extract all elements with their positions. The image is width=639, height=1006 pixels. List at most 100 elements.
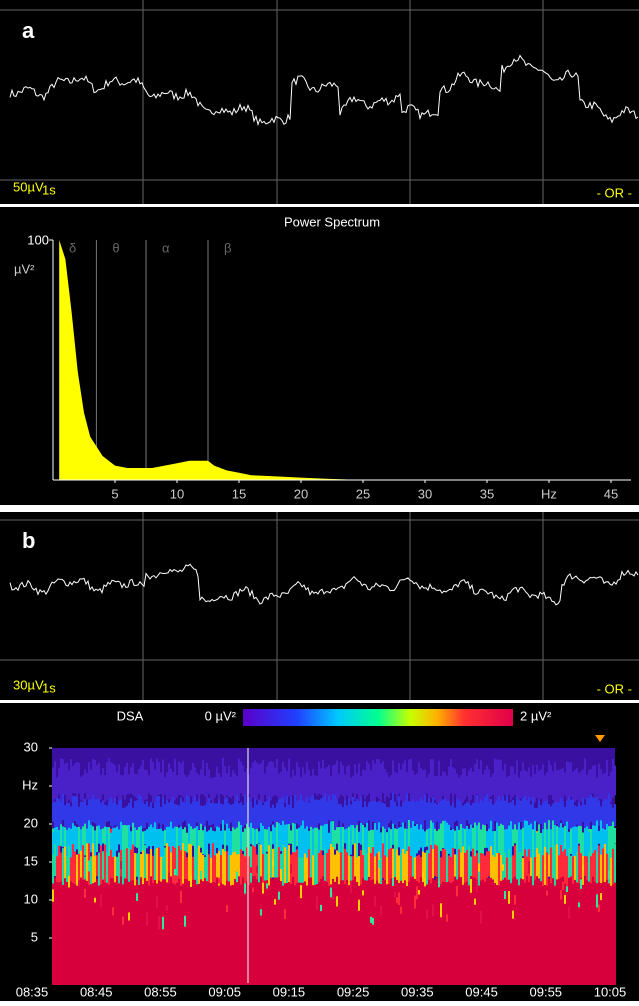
dsa-cell bbox=[456, 826, 458, 855]
dsa-cell bbox=[328, 875, 330, 985]
dsa-cell bbox=[132, 763, 134, 796]
dsa-cell bbox=[72, 795, 74, 824]
dsa-cell bbox=[88, 762, 90, 800]
dsa-cell bbox=[316, 799, 318, 828]
dsa-cell bbox=[276, 875, 278, 985]
dsa-cell bbox=[386, 772, 388, 797]
dsa-cell bbox=[232, 879, 234, 985]
time-scale: 1s bbox=[42, 680, 56, 695]
dsa-cell bbox=[420, 871, 422, 985]
dsa-cell bbox=[56, 879, 58, 985]
dsa-cell bbox=[208, 769, 210, 795]
dsa-cell bbox=[212, 840, 214, 883]
dsa-cell bbox=[250, 817, 252, 845]
dsa-cell bbox=[268, 840, 270, 886]
dsa-cell bbox=[510, 871, 512, 985]
dsa-cell bbox=[224, 830, 226, 852]
dsa-cell bbox=[386, 832, 388, 858]
dsa-cell bbox=[386, 872, 388, 985]
dsa-cell bbox=[88, 872, 90, 985]
dsa-cell bbox=[460, 874, 462, 985]
dsa-cell bbox=[180, 797, 182, 827]
dsa-cell bbox=[258, 869, 260, 985]
dsa-cell bbox=[374, 763, 376, 801]
dsa-cell bbox=[62, 876, 64, 985]
dsa-cell bbox=[604, 773, 606, 799]
dsa-cell bbox=[342, 826, 344, 847]
dsa-cell bbox=[296, 828, 298, 847]
dsa-cell bbox=[112, 763, 114, 803]
dsa-cell bbox=[572, 851, 574, 884]
dsa-cell bbox=[172, 817, 174, 847]
dsa-cell bbox=[414, 895, 416, 909]
dsa-cell bbox=[270, 871, 272, 985]
dsa-cell bbox=[190, 837, 192, 880]
dsa-cell bbox=[376, 802, 378, 830]
dsa-cell bbox=[348, 874, 350, 985]
dsa-cell bbox=[598, 800, 600, 826]
dsa-cell bbox=[556, 829, 558, 880]
dsa-cell bbox=[186, 871, 188, 985]
dsa-cell bbox=[252, 762, 254, 798]
dsa-cell bbox=[424, 791, 426, 821]
dsa-cell bbox=[340, 817, 342, 853]
dsa-cell bbox=[138, 876, 140, 985]
dsa-cell bbox=[288, 844, 290, 883]
dsa-cell bbox=[76, 854, 78, 886]
dsa-cell bbox=[218, 772, 220, 800]
amplitude-scale: 30µV bbox=[13, 677, 44, 692]
dsa-cell bbox=[606, 791, 608, 824]
dsa-cell bbox=[126, 762, 128, 795]
dsa-cell bbox=[62, 759, 64, 794]
dsa-cell bbox=[468, 770, 470, 803]
dsa-cell bbox=[454, 876, 456, 985]
dsa-cell bbox=[502, 770, 504, 797]
dsa-cell bbox=[144, 845, 146, 879]
dsa-cell bbox=[202, 805, 204, 826]
dsa-cell bbox=[216, 868, 218, 985]
dsa-cell bbox=[128, 912, 130, 921]
dsa-cell bbox=[552, 878, 554, 985]
dsa-cell bbox=[272, 804, 274, 822]
dsa-cell bbox=[574, 814, 576, 856]
dsa-cell bbox=[78, 806, 80, 826]
dsa-cell bbox=[264, 773, 266, 796]
dsa-cell bbox=[508, 814, 510, 850]
dsa-cell bbox=[590, 768, 592, 795]
dsa-cell bbox=[262, 813, 264, 855]
dsa-cell bbox=[450, 759, 452, 794]
dsa-cell bbox=[458, 797, 460, 830]
dsa-cell bbox=[380, 763, 382, 803]
dsa-cell bbox=[68, 802, 70, 828]
dsa-cell bbox=[568, 906, 570, 919]
dsa-cell bbox=[320, 820, 322, 851]
dsa-cell bbox=[52, 767, 54, 803]
dsa-cell bbox=[78, 826, 80, 854]
dsa-cell bbox=[162, 759, 164, 798]
dsa-cell bbox=[356, 773, 358, 795]
dsa-cell bbox=[250, 796, 252, 823]
dsa-cell bbox=[278, 891, 280, 900]
dsa-cell bbox=[498, 759, 500, 796]
dsa-cell bbox=[608, 875, 610, 985]
dsa-cell bbox=[122, 878, 124, 985]
dsa-cell bbox=[400, 769, 402, 801]
dsa-cell bbox=[202, 877, 204, 985]
dsa-cell bbox=[228, 765, 230, 798]
dsa-cell bbox=[64, 805, 66, 827]
dsa-cell bbox=[214, 869, 216, 985]
dsa-cell bbox=[572, 824, 574, 857]
dsa-cell bbox=[322, 825, 324, 851]
dsa-cell bbox=[424, 831, 426, 848]
dsa-cell bbox=[580, 820, 582, 854]
dsa-cell bbox=[468, 878, 470, 985]
dsa-cell bbox=[566, 791, 568, 822]
dsa-cell bbox=[338, 875, 340, 985]
dsa-cell bbox=[462, 876, 464, 985]
panel-label: b bbox=[22, 528, 35, 553]
dsa-cell bbox=[558, 789, 560, 828]
x-tick-label: 08:55 bbox=[144, 984, 177, 999]
dsa-cell bbox=[548, 854, 550, 877]
dsa-cell bbox=[538, 816, 540, 854]
dsa-cell bbox=[426, 850, 428, 885]
